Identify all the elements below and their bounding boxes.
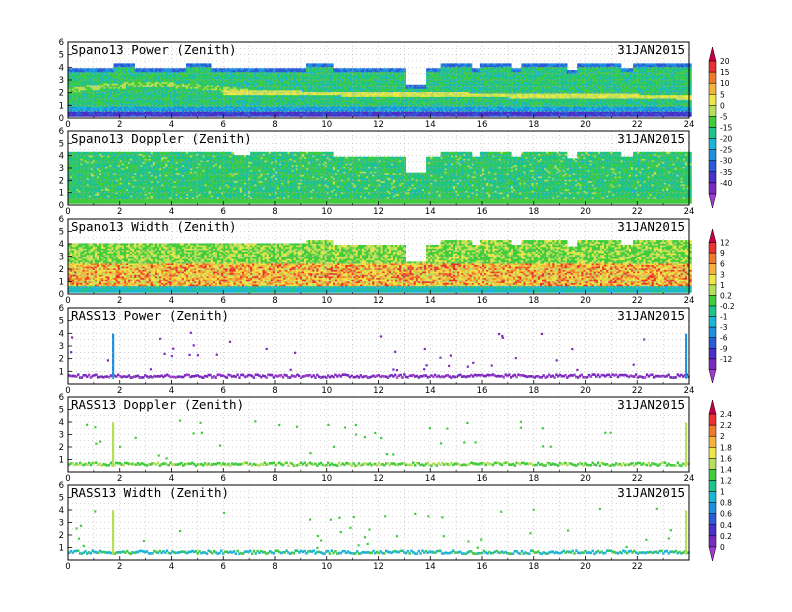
data-cell — [331, 63, 334, 65]
radar-profiler-figure: 0 2 4 6 8 10 12 14 16 18 20 22 240123456 Spano13 Powe… — [0, 0, 792, 612]
data-cells — [68, 63, 692, 116]
data-cell — [209, 63, 212, 65]
data-cell — [132, 63, 135, 65]
